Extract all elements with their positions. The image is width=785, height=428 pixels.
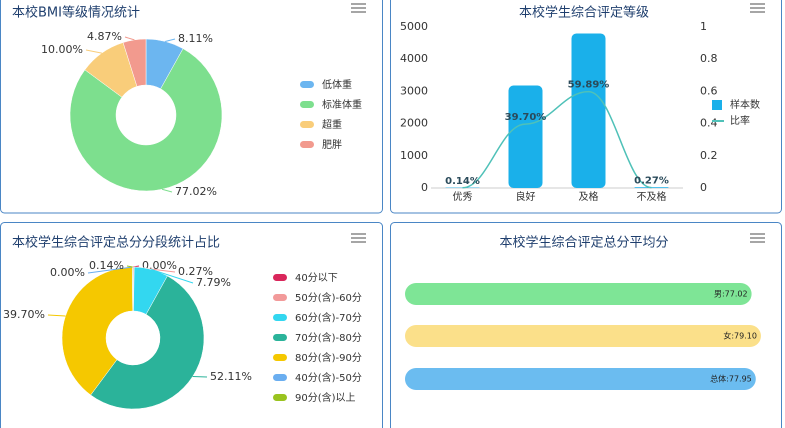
legend-label: 超重 <box>322 118 342 131</box>
y-tick-label: 0 <box>421 181 428 194</box>
data-label: 59.89% <box>568 80 610 91</box>
y2-tick-label: 0 <box>700 181 707 194</box>
y2-tick-label: 0.8 <box>700 52 718 65</box>
y-tick-label: 1000 <box>400 149 428 162</box>
data-label: 7.79% <box>196 276 231 289</box>
menu-icon[interactable] <box>351 233 366 243</box>
menu-icon[interactable] <box>750 3 765 13</box>
x-tick-label: 及格 <box>579 190 599 203</box>
chart-title: 本校学生综合评定等级 <box>519 5 649 21</box>
y-tick-label: 4000 <box>400 52 428 65</box>
data-label: 77.02% <box>175 185 217 198</box>
data-label: 52.11% <box>210 370 252 383</box>
menu-icon[interactable] <box>351 3 366 13</box>
y-tick-label: 2000 <box>400 117 428 130</box>
y-tick-label: 5000 <box>400 20 428 33</box>
legend-label: 低体重 <box>322 78 352 91</box>
legend-icon <box>273 314 287 321</box>
leader-line <box>124 36 135 41</box>
legend-icon <box>300 121 314 128</box>
pie-slice <box>69 48 223 192</box>
data-label: 10.00% <box>41 43 83 56</box>
legend-icon <box>273 374 287 381</box>
data-label: 0.14% <box>89 259 124 272</box>
leader-line <box>161 188 173 193</box>
y2-tick-label: 0.4 <box>700 117 718 130</box>
legend-icon <box>273 394 287 401</box>
leader-line <box>126 265 133 268</box>
y2-tick-label: 0.2 <box>700 149 718 162</box>
menu-icon[interactable] <box>750 233 765 243</box>
chart-title: 本校BMI等级情况统计 <box>12 5 140 21</box>
bar <box>405 283 752 305</box>
x-tick-label: 优秀 <box>453 190 473 203</box>
leader-line <box>151 268 194 284</box>
data-label: 0.27% <box>178 265 213 278</box>
legend-label: 40分以下 <box>295 272 338 284</box>
legend-icon <box>300 81 314 88</box>
legend-icon <box>712 100 722 110</box>
legend-icon <box>300 141 314 148</box>
pie-slice <box>132 266 134 312</box>
legend-icon <box>273 354 287 361</box>
legend-label: 比率 <box>730 114 750 127</box>
data-label: 8.11% <box>178 32 213 45</box>
legend-icon <box>300 101 314 108</box>
data-label: 39.70% <box>3 308 45 321</box>
data-label: 4.87% <box>87 30 122 43</box>
chart-title: 本校学生综合评定总分分段统计占比 <box>12 235 220 251</box>
legend-label: 80分(含)-90分 <box>295 351 362 364</box>
leader-line <box>47 314 66 317</box>
bar <box>405 368 756 390</box>
bar <box>405 325 761 347</box>
y2-tick-label: 1 <box>700 20 707 33</box>
legend-label: 样本数 <box>730 98 760 111</box>
legend-label: 60分(含)-70分 <box>295 311 362 324</box>
legend-label: 40分(含)-50分 <box>295 371 362 384</box>
y2-tick-label: 0.6 <box>700 84 718 97</box>
x-tick-label: 良好 <box>516 190 536 203</box>
data-label: 0.14% <box>445 176 480 187</box>
leader-line <box>85 49 102 54</box>
bar <box>571 33 606 188</box>
legend-label: 肥胖 <box>322 139 342 151</box>
data-label: 女:79.10 <box>723 331 757 341</box>
data-label: 0.00% <box>50 266 85 279</box>
legend-label: 标准体重 <box>322 98 362 111</box>
leader-line <box>165 38 176 42</box>
legend-icon <box>273 334 287 341</box>
chart-title: 本校学生综合评定总分平均分 <box>499 235 668 251</box>
legend-label: 90分(含)以上 <box>295 391 356 404</box>
data-label: 0.27% <box>634 176 669 187</box>
line <box>462 90 652 189</box>
leader-line <box>87 266 133 274</box>
data-label: 男:77.02 <box>714 290 748 299</box>
pie-slice <box>90 275 205 410</box>
bar <box>508 85 543 188</box>
pie-slice <box>122 38 147 87</box>
legend-label: 50分(含)-60分 <box>295 291 362 304</box>
x-tick-label: 不及格 <box>637 190 667 203</box>
y-tick-label: 3000 <box>400 84 428 97</box>
legend-label: 70分(含)-80分 <box>295 331 362 344</box>
data-label: 总体:77.95 <box>710 374 752 384</box>
leader-line <box>192 375 208 378</box>
legend-icon <box>273 274 287 281</box>
legend-icon <box>273 294 287 301</box>
data-label: 39.70% <box>505 112 547 123</box>
